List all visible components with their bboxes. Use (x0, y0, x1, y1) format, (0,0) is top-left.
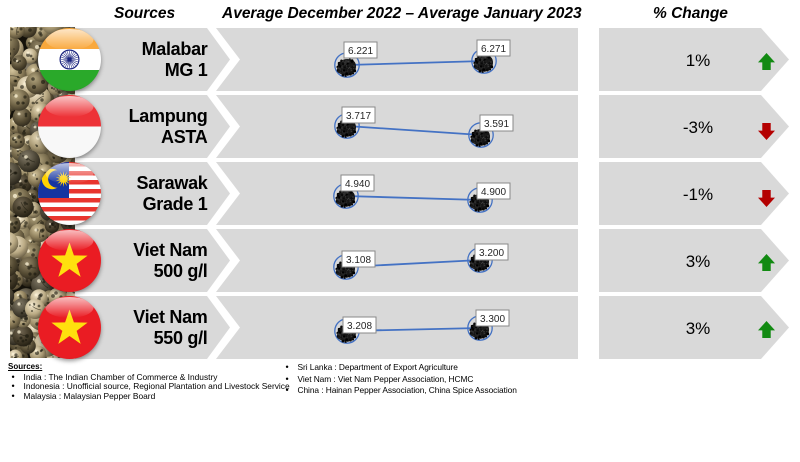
svg-text:6.221: 6.221 (348, 46, 373, 57)
svg-text:4.940: 4.940 (345, 179, 370, 190)
svg-text:3.717: 3.717 (346, 111, 371, 122)
svg-text:3.591: 3.591 (484, 119, 509, 130)
svg-text:3.200: 3.200 (479, 248, 504, 259)
svg-text:6.271: 6.271 (481, 44, 506, 55)
svg-text:4.900: 4.900 (481, 187, 506, 198)
svg-text:3.300: 3.300 (480, 314, 505, 325)
svg-text:3.208: 3.208 (347, 321, 372, 332)
svg-text:3.108: 3.108 (346, 255, 371, 266)
